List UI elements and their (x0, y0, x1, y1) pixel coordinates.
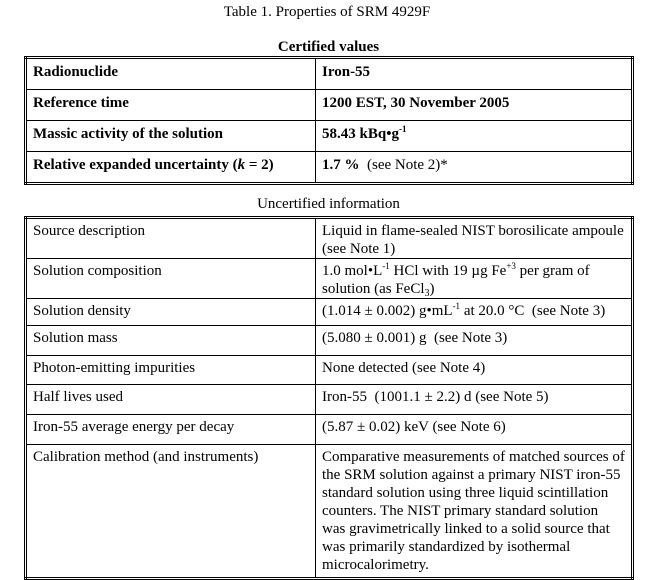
row-value: (5.87 ± 0.02) keV (see Note 6) (315, 414, 633, 445)
label-text: Relative expanded uncertainty ( (33, 157, 238, 173)
row-value: 1.7 % (see Note 2)* (315, 151, 633, 184)
note-ref: (see Note 2)* (359, 157, 448, 173)
table-row: Source description Liquid in flame-seale… (25, 217, 633, 259)
value-text: 1.0 mol•L (322, 263, 383, 279)
table-row: Solution density (1.014 ± 0.002) g•mL-1 … (25, 298, 633, 326)
row-value: 1.0 mol•L-1 HCl with 19 µg Fe+3 per gram… (315, 258, 633, 299)
certified-values-table: Radionuclide Iron-55 Reference time 1200… (24, 56, 634, 185)
row-label: Photon-emitting impurities (25, 355, 316, 385)
row-label: Solution composition (25, 258, 316, 299)
table-row: Iron-55 average energy per decay (5.87 ±… (25, 414, 633, 445)
superscript: +3 (506, 261, 516, 271)
superscript: -1 (452, 301, 461, 311)
row-label: Solution mass (25, 325, 316, 356)
row-label: Solution density (25, 298, 316, 326)
row-label: Massic activity of the solution (25, 120, 316, 152)
row-value: 1200 EST, 30 November 2005 (315, 89, 633, 121)
row-value: (1.014 ± 0.002) g•mL-1 at 20.0 °C (see N… (315, 298, 633, 326)
row-label: Iron-55 average energy per decay (25, 414, 316, 445)
label-italic: k (237, 157, 246, 173)
row-label: Reference time (25, 89, 316, 121)
value-text: per gram of solution (as FeCl (322, 263, 590, 297)
table-title: Table 1. Properties of SRM 4929F (223, 4, 431, 20)
row-value: Iron-55 (315, 57, 633, 90)
row-label: Relative expanded uncertainty (k = 2) (25, 151, 316, 184)
row-value: Iron-55 (1001.1 ± 2.2) d (see Note 5) (315, 384, 633, 415)
table-row: Massic activity of the solution 58.43 kB… (25, 120, 633, 152)
table-row: Half lives used Iron-55 (1001.1 ± 2.2) d… (25, 384, 633, 415)
superscript: -1 (382, 261, 390, 271)
value-text: 58.43 kBq•g (322, 126, 399, 142)
value-text: ) (429, 281, 435, 297)
subscript: 3 (424, 288, 430, 299)
row-label: Source description (25, 217, 316, 259)
table-row: Reference time 1200 EST, 30 November 200… (25, 89, 633, 121)
uncertified-caption: Uncertified information (257, 196, 400, 212)
row-value: (5.080 ± 0.001) g (see Note 3) (315, 325, 633, 356)
certified-caption: Certified values (277, 39, 380, 55)
row-label: Calibration method (and instruments) (25, 444, 316, 579)
row-value: Liquid in flame-sealed NIST borosilicate… (315, 217, 633, 259)
row-value: 58.43 kBq•g-1 (315, 120, 633, 152)
table-row: Solution composition 1.0 mol•L-1 HCl wit… (25, 258, 633, 299)
row-label: Half lives used (25, 384, 316, 415)
table-row: Relative expanded uncertainty (k = 2) 1.… (25, 151, 633, 184)
table-row: Calibration method (and instruments) Com… (25, 444, 633, 579)
table-row: Solution mass (5.080 ± 0.001) g (see Not… (25, 325, 633, 356)
uncertified-info-table: Source description Liquid in flame-seale… (24, 216, 634, 580)
value-text: (1.014 ± 0.002) g•mL (322, 303, 453, 319)
value-text: at 20.0 °C (see Note 3) (460, 303, 606, 319)
row-label: Radionuclide (25, 57, 316, 90)
value-text: 1.7 % (322, 157, 360, 173)
label-text: = 2) (245, 157, 274, 173)
superscript: -1 (398, 124, 407, 134)
row-value: None detected (see Note 4) (315, 355, 633, 385)
value-text: HCl with 19 µg Fe (389, 263, 507, 279)
table-row: Radionuclide Iron-55 (25, 57, 633, 90)
row-value: Comparative measurements of matched sour… (315, 444, 633, 579)
table-row: Photon-emitting impurities None detected… (25, 355, 633, 385)
